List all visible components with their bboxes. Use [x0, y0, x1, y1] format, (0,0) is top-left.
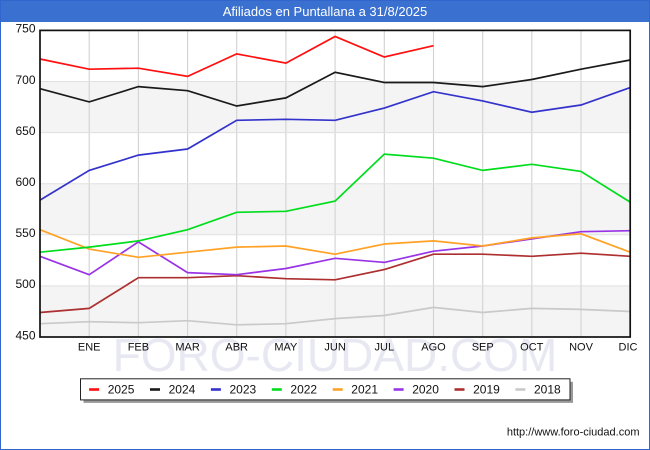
- svg-text:2019: 2019: [473, 383, 500, 397]
- svg-text:2018: 2018: [534, 383, 561, 397]
- svg-text:2023: 2023: [230, 383, 257, 397]
- svg-text:500: 500: [15, 277, 35, 291]
- svg-text:2024: 2024: [169, 383, 196, 397]
- svg-text:DIC: DIC: [619, 342, 638, 354]
- svg-text:SEP: SEP: [472, 342, 494, 354]
- svg-text:NOV: NOV: [569, 342, 594, 354]
- svg-text:2022: 2022: [290, 383, 317, 397]
- svg-text:550: 550: [15, 226, 35, 240]
- svg-text:MAY: MAY: [274, 342, 298, 354]
- svg-text:600: 600: [15, 175, 35, 189]
- svg-text:2021: 2021: [351, 383, 378, 397]
- svg-text:750: 750: [15, 22, 35, 36]
- svg-text:JUL: JUL: [375, 342, 395, 354]
- svg-text:JUN: JUN: [324, 342, 345, 354]
- svg-text:OCT: OCT: [520, 342, 544, 354]
- svg-text:450: 450: [15, 328, 35, 342]
- svg-text:FEB: FEB: [128, 342, 149, 354]
- svg-text:2020: 2020: [412, 383, 439, 397]
- svg-text:AGO: AGO: [421, 342, 446, 354]
- svg-text:650: 650: [15, 124, 35, 138]
- svg-text:ENE: ENE: [78, 342, 101, 354]
- svg-text:2025: 2025: [108, 383, 135, 397]
- svg-text:MAR: MAR: [175, 342, 200, 354]
- svg-text:700: 700: [15, 73, 35, 87]
- svg-text:http://www.foro-ciudad.com: http://www.foro-ciudad.com: [507, 427, 640, 439]
- svg-text:ABR: ABR: [225, 342, 248, 354]
